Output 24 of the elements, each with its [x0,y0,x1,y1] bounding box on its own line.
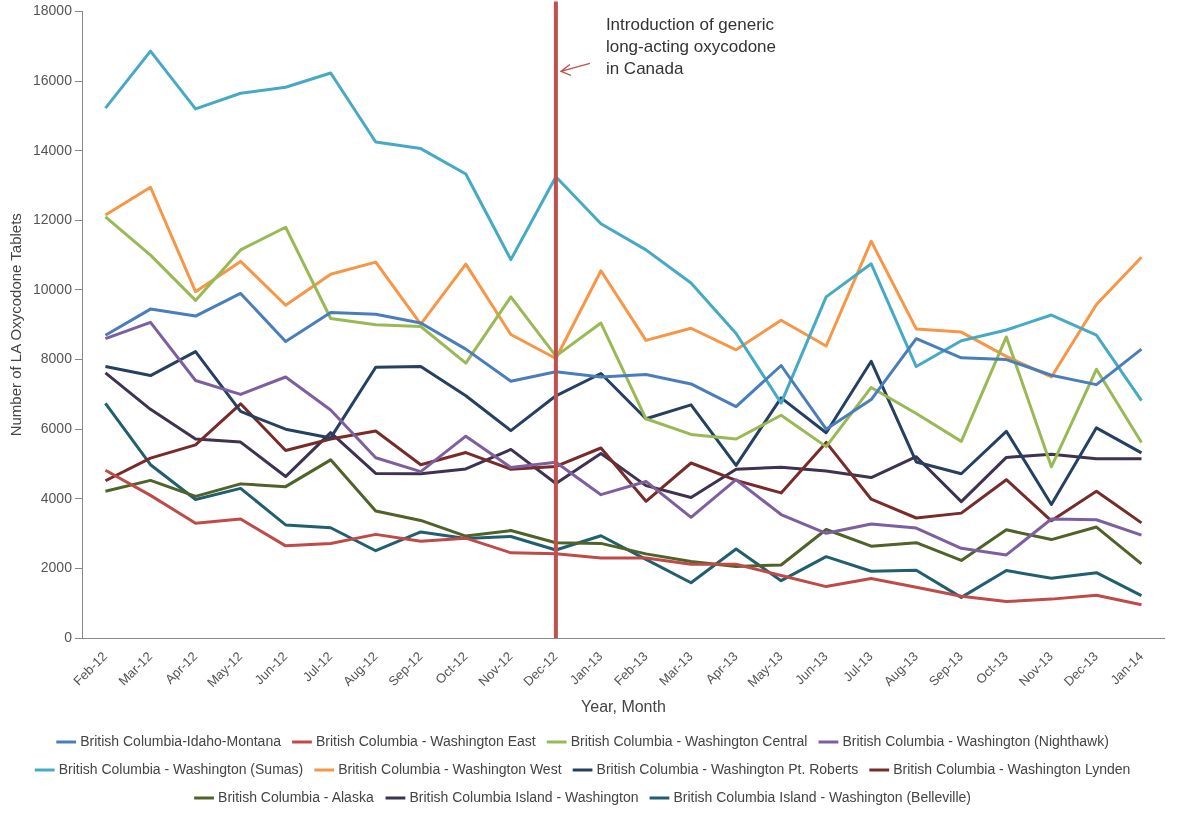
y-tick-label: 0 [64,628,73,645]
legend-label: British Columbia Island - Washington [409,788,639,805]
legend-label: British Columbia - Washington East [315,732,536,749]
legend-label: British Columbia-Idaho-Montana [80,732,282,749]
y-tick-label: 14000 [32,141,73,158]
y-tick-label: 8000 [40,350,73,367]
y-tick-label: 4000 [40,489,73,506]
legend-label: British Columbia - Washington Central [570,732,808,749]
legend-label: British Columbia - Washington Pt. Roberts [596,760,859,777]
legend-label: British Columbia - Washington (Sumas) [58,760,304,777]
y-tick-label: 16000 [32,71,73,88]
y-tick-label: 6000 [40,420,73,437]
y-tick-label: 12000 [32,211,73,228]
y-tick-label: 10000 [32,280,73,297]
y-axis-title: Number of LA Oxycodone Tablets [7,213,25,437]
y-tick-label: 18000 [32,2,73,19]
y-tick-label: 2000 [40,559,73,576]
legend-label: British Columbia - Washington (Nighthawk) [842,732,1109,749]
x-axis-title: Year, Month [581,697,666,715]
legend-label: British Columbia - Alaska [218,788,374,805]
ref-line-label: Introduction of generic long-acting oxycodone in Canada [605,14,777,78]
legend-label: British Columbia Island - Washington (Belleville) [673,788,971,805]
legend-label: British Columbia - Washington Lynden [893,760,1131,777]
legend-label: British Columbia - Washington West [338,760,562,777]
